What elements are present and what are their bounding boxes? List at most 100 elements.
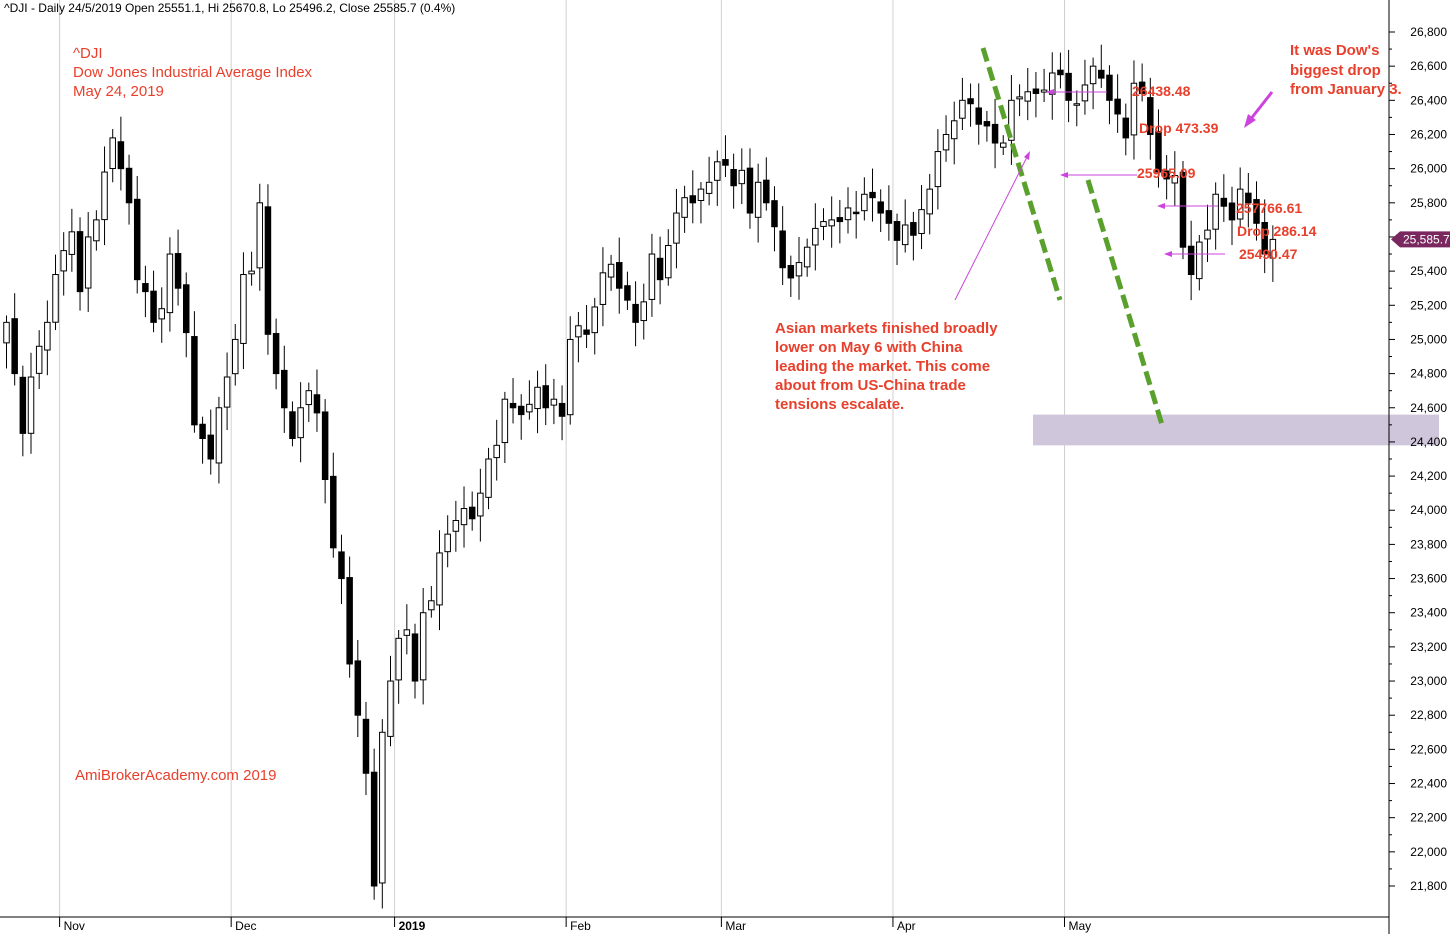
- y-label-25200: 25,200: [1410, 298, 1447, 312]
- candle-84: [689, 170, 697, 224]
- last-price-label: 25,585.7: [1403, 232, 1450, 246]
- candle-138: [1130, 60, 1138, 160]
- y-label-21800: 21,800: [1410, 879, 1447, 893]
- x-label-mar: Mar: [725, 919, 746, 933]
- candle-110: [901, 199, 909, 253]
- candle-9: [76, 217, 84, 311]
- candle-104: [852, 190, 860, 239]
- y-label-23800: 23,800: [1410, 537, 1447, 551]
- level-26438: 26438.48: [1132, 83, 1191, 99]
- chart-header: ^DJI - Daily 24/5/2019 Open 25551.1, Hi …: [4, 1, 455, 15]
- candle-119: [975, 83, 982, 145]
- candle-150: [1228, 186, 1236, 246]
- candle-43: [354, 640, 362, 738]
- candle-109: [893, 213, 901, 265]
- x-label-dec: Dec: [235, 919, 256, 933]
- candle-95: [779, 206, 786, 286]
- candle-49: [403, 604, 411, 655]
- candle-60: [493, 419, 500, 481]
- candle-132: [1081, 59, 1089, 115]
- level-25965: 25965.09: [1137, 165, 1196, 181]
- candle-14: [117, 116, 125, 191]
- y-label-24600: 24,600: [1410, 401, 1447, 415]
- x-axis-labels: Nov Dec 2019 Feb Mar Apr May: [59, 917, 1091, 933]
- candle-155: [1269, 225, 1277, 282]
- candle-45: [370, 748, 378, 900]
- candle-37: [305, 382, 313, 422]
- candle-98: [803, 238, 811, 277]
- vertical-gridlines: [59, 0, 1066, 917]
- candle-107: [877, 189, 884, 232]
- level-25490: 25490.47: [1239, 246, 1298, 262]
- candle-13: [109, 129, 116, 183]
- candle-6: [52, 254, 59, 331]
- candle-105: [861, 177, 868, 221]
- candle-0: [3, 315, 10, 369]
- y-label-24400: 24,400: [1410, 435, 1447, 449]
- candle-103: [844, 187, 852, 234]
- candle-141: [1155, 109, 1162, 188]
- candle-23: [191, 311, 198, 433]
- y-label-25800: 25,800: [1410, 196, 1447, 210]
- candle-19: [158, 287, 165, 343]
- y-label-26000: 26,000: [1410, 162, 1447, 176]
- candle-1: [11, 293, 18, 386]
- candle-81: [665, 229, 672, 286]
- candle-61: [501, 391, 509, 464]
- candle-121: [991, 98, 999, 169]
- candle-32: [264, 184, 272, 355]
- candle-140: [1147, 77, 1154, 160]
- candle-16: [133, 175, 141, 294]
- y-label-25400: 25,400: [1410, 264, 1447, 278]
- candle-20: [166, 237, 174, 332]
- candle-25: [207, 409, 214, 475]
- candle-75: [616, 237, 623, 314]
- candle-94: [771, 186, 778, 252]
- candle-142: [1163, 155, 1170, 200]
- candle-22: [182, 272, 190, 358]
- candle-27: [223, 352, 231, 431]
- candle-28: [232, 323, 239, 386]
- title-name: Dow Jones Industrial Average Index: [73, 64, 313, 81]
- candle-86: [705, 156, 713, 206]
- candlesticks: [3, 44, 1277, 909]
- y-label-23400: 23,400: [1410, 606, 1447, 620]
- candle-74: [607, 254, 615, 291]
- candle-153: [1253, 181, 1260, 241]
- candle-145: [1187, 220, 1195, 301]
- y-label-24800: 24,800: [1410, 367, 1447, 381]
- candle-24: [199, 416, 206, 464]
- candle-34: [281, 345, 288, 433]
- trend-line-2: [1085, 179, 1166, 429]
- candle-71: [583, 304, 590, 349]
- candle-116: [950, 101, 958, 165]
- y-label-22800: 22,800: [1410, 708, 1447, 722]
- title-date: May 24, 2019: [73, 83, 164, 100]
- candle-21: [174, 229, 182, 306]
- candle-41: [338, 534, 345, 605]
- candle-36: [297, 382, 304, 463]
- candle-11: [93, 210, 100, 251]
- note-asia-2: lower on May 6 with China: [775, 339, 963, 356]
- candle-136: [1114, 74, 1121, 133]
- candle-3: [27, 352, 35, 454]
- candle-108: [885, 185, 893, 241]
- candle-128: [1049, 52, 1056, 120]
- candle-40: [330, 452, 337, 558]
- y-axis-ticks: 21,800 22,000 22,200 22,400 22,600 22,800 23,0…: [1389, 25, 1447, 893]
- trend-line-1: [980, 47, 1063, 301]
- y-label-22200: 22,200: [1410, 811, 1447, 825]
- y-label-24200: 24,200: [1410, 469, 1447, 483]
- candle-92: [754, 163, 762, 243]
- candle-83: [681, 185, 688, 233]
- candle-82: [673, 188, 680, 269]
- candle-89: [730, 153, 737, 209]
- candle-17: [142, 265, 149, 318]
- candle-106: [869, 168, 876, 222]
- x-label-feb: Feb: [570, 919, 591, 933]
- y-label-23200: 23,200: [1410, 640, 1447, 654]
- candle-48: [395, 629, 402, 704]
- candle-56: [460, 486, 468, 548]
- candle-51: [419, 587, 427, 705]
